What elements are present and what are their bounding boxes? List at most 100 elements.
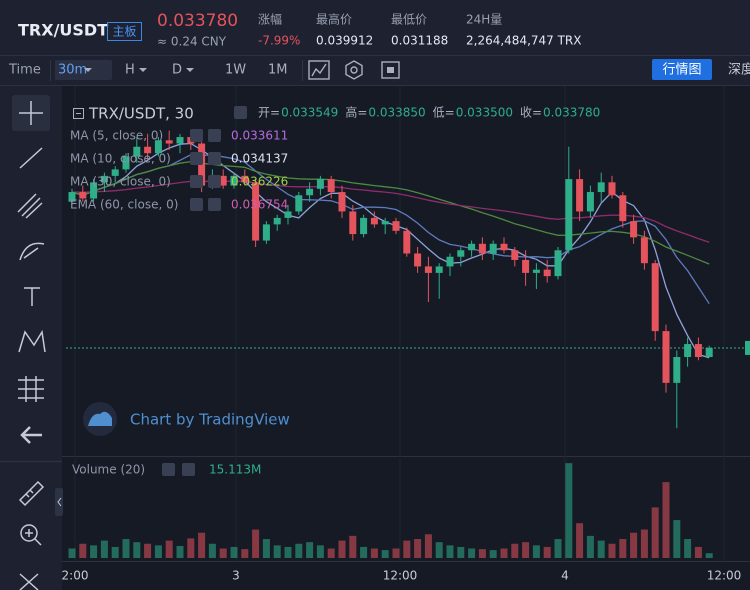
time-label: 2:00 bbox=[62, 569, 89, 583]
icon-dot bbox=[350, 66, 358, 74]
volume-bar bbox=[500, 548, 508, 558]
indicator-button[interactable] bbox=[308, 60, 330, 80]
ohlc-value: 0.033549 bbox=[281, 106, 338, 120]
candle-body bbox=[619, 195, 627, 222]
crosshair-tool[interactable] bbox=[19, 101, 43, 125]
volume-close[interactable] bbox=[182, 463, 195, 476]
candle-body bbox=[262, 224, 270, 241]
indicator-settings[interactable] bbox=[190, 175, 203, 188]
candle-body bbox=[338, 192, 346, 212]
candle-body bbox=[392, 221, 400, 231]
candle-body bbox=[68, 192, 76, 202]
candle-body bbox=[230, 175, 238, 186]
volume-bar bbox=[284, 546, 292, 558]
volume-bar bbox=[522, 542, 530, 558]
candle-body bbox=[327, 179, 335, 193]
candle-body bbox=[457, 250, 465, 257]
price: 0.033780 bbox=[157, 11, 238, 31]
candle-body bbox=[684, 344, 692, 357]
volume-bar bbox=[586, 535, 594, 558]
ruler-tool[interactable] bbox=[18, 480, 45, 507]
indicator-line bbox=[71, 154, 710, 305]
indicator-value: 0.034137 bbox=[231, 152, 288, 166]
text-tool[interactable] bbox=[24, 287, 40, 306]
brush-tool[interactable] bbox=[19, 242, 45, 261]
ohlc-label: 收= bbox=[520, 106, 542, 120]
candle-body bbox=[144, 146, 152, 154]
volume-bar bbox=[252, 529, 260, 558]
depth-button[interactable]: 深度 bbox=[728, 62, 750, 78]
volume-bar bbox=[684, 539, 692, 558]
volume-bar bbox=[694, 546, 702, 558]
back-tool[interactable] bbox=[20, 426, 42, 444]
volume-bar bbox=[327, 548, 335, 558]
volume-bar bbox=[468, 548, 476, 558]
candle-body bbox=[316, 179, 324, 189]
indicator-settings[interactable] bbox=[190, 152, 203, 165]
trendline-tool[interactable] bbox=[19, 147, 43, 169]
volume-bar bbox=[489, 550, 497, 558]
candle-body bbox=[414, 253, 422, 267]
candle-body bbox=[543, 269, 551, 277]
interval-active-bg bbox=[55, 60, 112, 80]
candle-body bbox=[662, 331, 670, 383]
volume-bar bbox=[630, 532, 638, 558]
settings-icon[interactable] bbox=[234, 106, 247, 119]
time-label: Time bbox=[8, 63, 41, 78]
ohlc-label: 高= bbox=[345, 105, 367, 120]
settings-button[interactable] bbox=[345, 60, 363, 80]
icon-line bbox=[311, 63, 327, 77]
icon-frame bbox=[308, 60, 330, 80]
indicator-label: EMA (60, close, 0) bbox=[70, 198, 178, 212]
interval[interactable]: 30m bbox=[58, 63, 87, 78]
volume-title: Volume (20) bbox=[72, 463, 145, 477]
volume-bar bbox=[597, 540, 605, 558]
indicator-close[interactable] bbox=[208, 198, 221, 211]
volume-settings[interactable] bbox=[162, 463, 175, 476]
candle-body bbox=[176, 137, 184, 144]
volume-bar bbox=[295, 543, 303, 558]
remove-tool[interactable] bbox=[19, 573, 39, 590]
collapse-handle[interactable] bbox=[55, 488, 63, 516]
symbol-label: TRX/USDT, 30 bbox=[88, 105, 194, 123]
volume-bar bbox=[176, 545, 184, 558]
volume-bar bbox=[543, 546, 551, 558]
board: 主板 bbox=[112, 25, 136, 39]
indicator-settings[interactable] bbox=[190, 198, 203, 211]
volume-bar bbox=[187, 538, 195, 558]
volume-bar bbox=[673, 520, 681, 558]
fib-tool[interactable] bbox=[17, 193, 43, 219]
zoom-tool[interactable] bbox=[20, 524, 38, 542]
volume-bar bbox=[230, 546, 238, 558]
last-price-tag bbox=[745, 340, 750, 355]
view-button[interactable]: 行情图 bbox=[662, 63, 701, 78]
candle-body bbox=[403, 230, 411, 254]
pair: TRX/USDT bbox=[18, 21, 108, 40]
indicator-label: MA (5, close, 0) bbox=[70, 129, 163, 143]
interval[interactable]: 1M bbox=[268, 63, 288, 78]
volume-bar bbox=[435, 542, 443, 558]
volume-bar bbox=[370, 548, 378, 558]
interval[interactable]: H bbox=[125, 63, 135, 78]
indicator-line bbox=[71, 142, 710, 359]
pattern-tool[interactable] bbox=[18, 329, 46, 353]
indicator-settings[interactable] bbox=[190, 129, 203, 142]
fullscreen-button[interactable] bbox=[381, 61, 400, 79]
indicator-value: 0.033611 bbox=[231, 129, 288, 143]
candle-body bbox=[79, 192, 87, 199]
view-button-bg[interactable] bbox=[652, 59, 712, 80]
candle-body bbox=[468, 243, 476, 251]
candle-body bbox=[586, 192, 594, 212]
candle-body bbox=[90, 182, 98, 199]
indicator-close[interactable] bbox=[208, 175, 221, 188]
candle-body bbox=[360, 217, 368, 235]
interval[interactable]: D bbox=[172, 63, 182, 78]
indicator-close[interactable] bbox=[208, 152, 221, 165]
candle-body bbox=[640, 237, 648, 264]
indicator-close[interactable] bbox=[208, 129, 221, 142]
prediction-tool[interactable] bbox=[18, 376, 44, 402]
interval[interactable]: 1W bbox=[225, 63, 246, 78]
candle-body bbox=[241, 175, 249, 183]
volume-bar bbox=[165, 540, 173, 558]
